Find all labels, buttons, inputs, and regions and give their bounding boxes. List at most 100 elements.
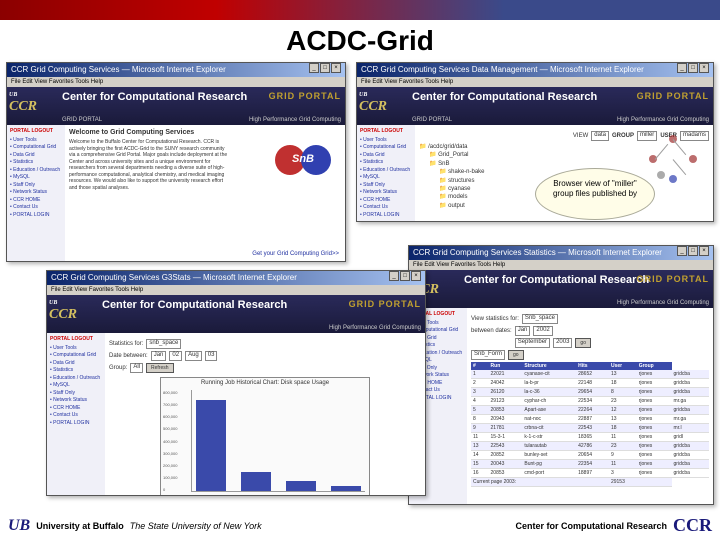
maximize-icon[interactable]: □ xyxy=(688,246,698,256)
table-row[interactable]: 326120la-c-36296548rjonesgridcba xyxy=(471,388,709,397)
browser-menu[interactable]: File Edit View Favorites Tools Help xyxy=(357,77,713,87)
col-header[interactable]: User xyxy=(609,362,637,370)
col-header[interactable]: Structure xyxy=(522,362,576,370)
sidebar-item[interactable]: • MySQL xyxy=(10,174,62,181)
dates-label: between dates: xyxy=(471,328,512,334)
group-select[interactable]: All xyxy=(130,363,143,373)
minimize-icon[interactable]: _ xyxy=(389,271,399,281)
to-month[interactable]: September xyxy=(515,338,550,348)
grid-link[interactable]: Get your Grid Computing Grid>> xyxy=(252,251,339,257)
sidebar-item[interactable]: • Network Status xyxy=(10,189,62,196)
sidebar-item[interactable]: • Education / Outreach xyxy=(10,167,62,174)
cell: gridcba xyxy=(672,370,709,379)
cell: la-c-36 xyxy=(522,388,576,397)
cell: 20654 xyxy=(576,451,609,460)
sidebar-item[interactable]: • MySQL xyxy=(360,174,412,181)
sidebar-item[interactable]: • Data Grid xyxy=(360,152,412,159)
cell: rjones xyxy=(637,460,672,469)
sidebar-item[interactable]: • Network Status xyxy=(50,397,102,404)
col-header[interactable]: Group xyxy=(637,362,672,370)
table-row[interactable]: 1115-3-1k-1-c-str1836511rjonesgridl xyxy=(471,433,709,442)
sidebar-item[interactable]: • Computational Grid xyxy=(10,144,62,151)
window-title: CCR Grid Computing Services G3Stats — Mi… xyxy=(51,271,297,285)
sidebar-item[interactable]: • Computational Grid xyxy=(50,352,102,359)
sidebar-item[interactable]: • Network Status xyxy=(360,189,412,196)
col-header[interactable]: Run xyxy=(489,362,523,370)
cell: 13 xyxy=(471,442,489,451)
sidebar-item[interactable]: • User Tools xyxy=(10,137,62,144)
table-row[interactable]: 921781crbna-cit2254318rjonesmr.l xyxy=(471,424,709,433)
minimize-icon[interactable]: _ xyxy=(677,246,687,256)
sidebar-item[interactable]: • Data Grid xyxy=(10,152,62,159)
from-month[interactable]: Jan xyxy=(515,326,531,336)
col-header[interactable]: # xyxy=(471,362,489,370)
to-d[interactable]: 03 xyxy=(205,351,218,361)
table-row[interactable]: 1420852bunley-set206549rjonesgridcba xyxy=(471,451,709,460)
maximize-icon[interactable]: □ xyxy=(320,63,330,73)
table-row[interactable]: 1520043Bunt-pg2235411rjonesgridcba xyxy=(471,460,709,469)
sidebar-item[interactable]: • CCR HOME xyxy=(360,197,412,204)
minimize-icon[interactable]: _ xyxy=(309,63,319,73)
refresh-button[interactable]: Refresh xyxy=(146,363,174,373)
stats-for-select[interactable]: Snb_space xyxy=(522,314,558,324)
snb-form-select[interactable]: Snb_Form xyxy=(471,350,505,360)
sidebar-item[interactable]: • Statistics xyxy=(50,367,102,374)
sidebar-item[interactable]: • Contact Us xyxy=(10,204,62,211)
browser-menu[interactable]: File Edit View Favorites Tools Help xyxy=(7,77,345,87)
titlebar[interactable]: CCR Grid Computing Services G3Stats — Mi… xyxy=(47,271,425,285)
view-select[interactable]: data xyxy=(591,131,609,141)
sidebar-item[interactable]: • Statistics xyxy=(10,159,62,166)
table-row[interactable]: 1620853cmd-port188973rjonesgridcba xyxy=(471,469,709,478)
sidebar-item[interactable]: • CCR HOME xyxy=(50,405,102,412)
go-button[interactable]: go xyxy=(575,338,591,348)
go-button-2[interactable]: go xyxy=(508,350,524,360)
titlebar[interactable]: CCR Grid Computing Services Data Managem… xyxy=(357,63,713,77)
sidebar-item[interactable]: • MySQL xyxy=(50,382,102,389)
sidebar-item[interactable]: • Staff Only xyxy=(50,390,102,397)
from-m[interactable]: Jan xyxy=(151,351,167,361)
col-header[interactable]: Hits xyxy=(576,362,609,370)
close-icon[interactable]: × xyxy=(699,63,709,73)
sidebar-item[interactable]: • Computational Grid xyxy=(360,144,412,151)
cell: 20853 xyxy=(489,406,523,415)
sidebar: PORTAL LOGOUT• User Tools• Computational… xyxy=(357,125,415,221)
minimize-icon[interactable]: _ xyxy=(677,63,687,73)
browser-menu[interactable]: File Edit View Favorites Tools Help xyxy=(409,260,713,270)
close-icon[interactable]: × xyxy=(331,63,341,73)
sidebar-item[interactable]: • Contact Us xyxy=(360,204,412,211)
browser-menu[interactable]: File Edit View Favorites Tools Help xyxy=(47,285,425,295)
table-row[interactable]: 520853Apart-ase2226412rjonesgridcba xyxy=(471,406,709,415)
sidebar-item[interactable]: • Education / Outreach xyxy=(360,167,412,174)
table-row[interactable]: 1322543tularautab4278623rjonesgridcba xyxy=(471,442,709,451)
cell: 16 xyxy=(471,469,489,478)
sidebar-item[interactable]: • Education / Outreach xyxy=(50,375,102,382)
stats-select[interactable]: snb_space xyxy=(146,339,181,349)
sidebar-item[interactable]: • User Tools xyxy=(360,137,412,144)
table-row[interactable]: 429123cyphar-ch2253423rjonesmr.ga xyxy=(471,397,709,406)
to-m[interactable]: Aug xyxy=(185,351,202,361)
chart-bar xyxy=(241,472,271,491)
table-row[interactable]: 122021cyanase-cit2865213rjonesgridcba xyxy=(471,370,709,379)
sidebar-item[interactable]: • PORTAL LOGIN xyxy=(10,212,62,219)
sidebar-item[interactable]: • PORTAL LOGIN xyxy=(50,420,102,427)
sidebar-item[interactable]: • CCR HOME xyxy=(10,197,62,204)
sidebar-item[interactable]: • Statistics xyxy=(360,159,412,166)
close-icon[interactable]: × xyxy=(411,271,421,281)
from-d[interactable]: 02 xyxy=(169,351,182,361)
sidebar-item[interactable]: • Staff Only xyxy=(360,182,412,189)
maximize-icon[interactable]: □ xyxy=(688,63,698,73)
table-row[interactable]: 224042la-b-pr2214818rjonesgridcba xyxy=(471,379,709,388)
sidebar-item[interactable]: • PORTAL LOGIN xyxy=(360,212,412,219)
cell: bunley-set xyxy=(522,451,576,460)
sidebar-item[interactable]: • Contact Us xyxy=(50,412,102,419)
titlebar[interactable]: CCR Grid Computing Services — Microsoft … xyxy=(7,63,345,77)
from-year[interactable]: 2002 xyxy=(533,326,552,336)
maximize-icon[interactable]: □ xyxy=(400,271,410,281)
close-icon[interactable]: × xyxy=(699,246,709,256)
sidebar-item[interactable]: • Staff Only xyxy=(10,182,62,189)
sidebar-item[interactable]: • User Tools xyxy=(50,345,102,352)
to-year[interactable]: 2003 xyxy=(553,338,572,348)
table-row[interactable]: 820943nat-noc2288713rjonesmr.ga xyxy=(471,415,709,424)
sidebar-item[interactable]: • Data Grid xyxy=(50,360,102,367)
titlebar[interactable]: CCR Grid Computing Services Statistics —… xyxy=(409,246,713,260)
